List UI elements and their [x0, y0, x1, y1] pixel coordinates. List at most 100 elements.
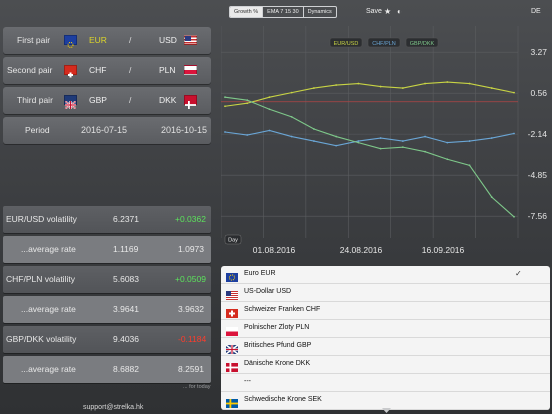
tab-dynamics[interactable]: Dynamics: [307, 9, 332, 15]
chfpln-average-row: ...average rate 3.9641 3.9632: [3, 296, 211, 323]
us-flag-icon: [184, 35, 197, 45]
legend-label: GBP/DKK: [410, 41, 435, 47]
currency-menu-item[interactable]: Schweizer Franken CHF: [221, 302, 550, 320]
pl-flag-icon: [184, 65, 197, 75]
period-start[interactable]: 2016-07-15: [81, 125, 128, 135]
pair-from-currency[interactable]: CHF: [89, 65, 107, 75]
dk-flag-icon: [226, 359, 240, 372]
stat-value: 5.6083: [113, 274, 139, 284]
pair-to-currency[interactable]: DKK: [159, 95, 177, 105]
third-pair-row[interactable]: Third pair GBP / DKK: [3, 87, 211, 114]
support-email[interactable]: support@strelka.hk: [83, 404, 144, 411]
stat-change: -0.1184: [178, 334, 207, 344]
growth-chart: 3.27 0.56 -2.14 -4.85 -7.56 EUR/USD CHF/PLN GBP…: [220, 20, 548, 255]
stat-label: ...average rate: [21, 364, 76, 374]
period-end[interactable]: 2016-10-15: [161, 125, 208, 135]
pair-slash: /: [129, 65, 132, 75]
series-line-chfpln: [224, 129, 515, 147]
stat-change: +0.0509: [175, 274, 206, 284]
pair-label: Second pair: [7, 65, 53, 75]
dk-flag-icon: [184, 95, 197, 109]
data-point: [401, 146, 404, 149]
chart-mode-segmented[interactable]: Growth % EMA 7 15 30 Dynamics: [229, 6, 337, 18]
eu-flag-icon: [64, 35, 77, 48]
day-button: [224, 234, 242, 245]
stat-change: 8.2591: [178, 364, 204, 374]
pair-slash: /: [129, 35, 132, 45]
data-point: [424, 150, 426, 153]
tab-growth[interactable]: Growth %: [230, 7, 264, 17]
data-point: [468, 140, 471, 142]
data-point: [268, 108, 271, 111]
currency-dropdown[interactable]: Euro EUR ✓ US-Dollar USD Schweizer Franken …: [221, 266, 550, 410]
eu-flag-icon: [226, 269, 240, 282]
currency-menu-label: Polnischer Zloty PLN: [244, 324, 310, 331]
contrast-icon[interactable]: ◐: [397, 7, 402, 16]
stat-value: 9.4036: [113, 334, 139, 344]
stat-change: +0.0362: [175, 214, 206, 224]
chart-top-edge: [221, 20, 518, 26]
data-point: [357, 141, 360, 144]
y-tick-label: -4.85: [528, 170, 548, 180]
data-point: [379, 85, 382, 88]
data-point: [379, 147, 382, 150]
star-icon[interactable]: ★: [384, 7, 392, 16]
data-point: [401, 87, 404, 89]
x-tick-label: 01.08.2016: [253, 245, 296, 255]
gbpdkk-average-row: ...average rate 8.6882 8.2591: [3, 356, 211, 383]
stat-value: 6.2371: [113, 214, 139, 224]
language-button[interactable]: DE: [531, 8, 541, 15]
legend-label: EUR/USD: [334, 41, 359, 47]
pl-flag-icon: [226, 323, 240, 336]
y-tick-label: -7.56: [528, 211, 548, 221]
currency-menu-item[interactable]: Dänische Krone DKK: [221, 356, 550, 374]
currency-menu-item[interactable]: Britisches Pfund GBP: [221, 338, 550, 356]
currency-menu-label: Britisches Pfund GBP: [244, 342, 312, 349]
currency-menu-label: Schweizer Franken CHF: [244, 306, 321, 313]
checkmark-icon: ✓: [515, 269, 522, 278]
save-button[interactable]: Save: [366, 8, 382, 15]
pair-label: First pair: [17, 35, 51, 45]
period-label: Period: [25, 125, 50, 135]
data-point: [246, 134, 249, 136]
data-point: [313, 128, 315, 130]
ch-flag-icon: [64, 65, 77, 78]
pair-from-currency[interactable]: GBP: [89, 95, 107, 105]
y-tick-label: 3.27: [530, 47, 547, 57]
legend-label: CHF/PLN: [372, 41, 396, 47]
currency-menu-item[interactable]: Euro EUR ✓: [221, 266, 550, 284]
data-point: [424, 82, 426, 85]
pair-to-currency[interactable]: PLN: [159, 65, 176, 75]
pair-to-currency[interactable]: USD: [159, 35, 177, 45]
period-row[interactable]: Period 2016-07-15 2016-10-15: [3, 117, 211, 144]
pair-from-currency[interactable]: EUR: [89, 35, 107, 45]
eurusd-volatility-row: EUR/USD volatility 6.2371 +0.0362: [3, 206, 211, 233]
data-point: [335, 135, 338, 138]
currency-menu-item[interactable]: Polnischer Zloty PLN: [221, 320, 550, 338]
data-point: [446, 141, 449, 144]
left-panel: First pair EUR / USD Second pair CHF / P…: [0, 0, 218, 414]
gbpdkk-volatility-row: GBP/DKK volatility 9.4036 -0.1184: [3, 326, 211, 353]
tab-ema[interactable]: EMA 7 15 30: [263, 7, 304, 17]
second-pair-row[interactable]: Second pair CHF / PLN: [3, 57, 211, 84]
currency-menu-label: Schwedische Krone SEK: [244, 396, 322, 403]
data-point: [490, 87, 493, 89]
data-point: [468, 164, 471, 167]
first-pair-row[interactable]: First pair EUR / USD: [3, 27, 211, 54]
x-tick-label: 16.09.2016: [422, 245, 465, 255]
stat-change: 3.9632: [178, 304, 204, 314]
currency-menu-label: Dänische Krone DKK: [244, 360, 311, 367]
y-tick-label: 0.56: [530, 88, 547, 98]
currency-menu-item[interactable]: US-Dollar USD: [221, 284, 550, 302]
gb-flag-icon: [225, 341, 240, 355]
data-point: [335, 144, 338, 147]
data-point: [490, 137, 493, 139]
currency-menu-item[interactable]: ---: [221, 374, 550, 392]
data-point: [246, 102, 249, 105]
data-point: [290, 115, 293, 118]
data-point: [224, 105, 226, 108]
currency-menu-label: Euro EUR: [244, 270, 276, 277]
gb-flag-icon: [64, 95, 77, 110]
data-point: [313, 140, 315, 142]
se-flag-icon: [226, 395, 240, 408]
